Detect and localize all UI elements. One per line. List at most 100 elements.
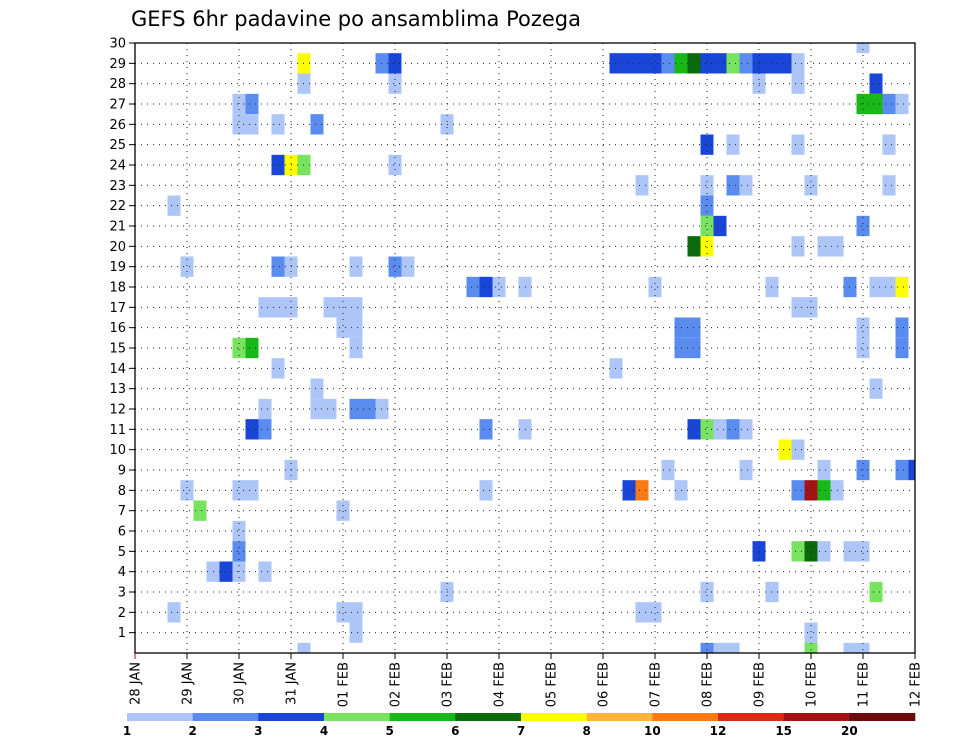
heatmap-cell bbox=[739, 175, 753, 196]
colorbar-swatch bbox=[455, 713, 522, 721]
heatmap-cell bbox=[882, 93, 896, 115]
heatmap-cell bbox=[245, 114, 259, 135]
heatmap-cell bbox=[180, 256, 194, 277]
heatmap-cell bbox=[349, 337, 363, 359]
heatmap-cell bbox=[635, 480, 649, 501]
y-tick-label: 15 bbox=[109, 342, 126, 357]
heatmap-cell bbox=[336, 500, 350, 521]
heatmap-cell bbox=[791, 439, 805, 460]
heatmap-cell bbox=[817, 459, 831, 481]
heatmap-cell bbox=[388, 256, 402, 277]
heatmap-cell bbox=[310, 398, 324, 420]
x-tick-label: 28 JAN bbox=[129, 662, 144, 705]
heatmap-cell bbox=[804, 541, 818, 562]
heatmap-cell bbox=[258, 419, 272, 440]
heatmap-cell bbox=[635, 602, 649, 623]
heatmap-cell bbox=[635, 53, 649, 74]
heatmap-cell bbox=[791, 297, 805, 318]
heatmap-cell bbox=[271, 154, 285, 176]
heatmap-cell bbox=[492, 276, 506, 298]
heatmap-cell bbox=[895, 459, 909, 481]
y-axis: 1234567891011121314151617181920212223242… bbox=[109, 37, 135, 641]
colorbar-swatch bbox=[258, 713, 325, 721]
heatmap-cell bbox=[882, 175, 896, 196]
heatmap-cell bbox=[388, 154, 402, 176]
heatmap-cell bbox=[791, 480, 805, 501]
x-tick-label: 12 FEB bbox=[909, 662, 924, 707]
heatmap-cell bbox=[661, 459, 675, 481]
heatmap-cell bbox=[245, 337, 259, 359]
x-tick-label: 29 JAN bbox=[181, 662, 196, 705]
y-tick-label: 25 bbox=[109, 138, 126, 153]
heatmap-cell bbox=[349, 602, 363, 623]
heatmap-cell bbox=[726, 642, 740, 653]
heatmap-cell bbox=[479, 276, 493, 298]
heatmap-cell bbox=[388, 53, 402, 74]
colorbar-swatch bbox=[783, 713, 850, 721]
y-tick-label: 14 bbox=[109, 362, 126, 377]
heatmap-cell bbox=[869, 73, 883, 94]
heatmap-cell bbox=[479, 480, 493, 501]
heatmap-cell bbox=[804, 175, 818, 196]
heatmap-cell bbox=[778, 439, 792, 460]
heatmap-cell bbox=[310, 378, 324, 399]
heatmap-cell bbox=[336, 317, 350, 338]
y-tick-label: 3 bbox=[118, 586, 126, 601]
x-tick-label: 03 FEB bbox=[441, 662, 456, 707]
y-tick-label: 9 bbox=[118, 464, 126, 479]
heatmap-cell bbox=[700, 236, 714, 257]
colorbar-swatch bbox=[324, 713, 390, 721]
heatmap-cell bbox=[635, 175, 649, 196]
x-tick-label: 06 FEB bbox=[597, 662, 612, 707]
heatmap-cell bbox=[726, 134, 740, 155]
y-tick-label: 11 bbox=[109, 423, 126, 438]
heatmap-cell bbox=[700, 419, 714, 440]
heatmap-cell bbox=[726, 419, 740, 440]
heatmap-cell bbox=[661, 53, 675, 74]
colorbar-swatch bbox=[389, 713, 456, 721]
x-tick-label: 04 FEB bbox=[493, 662, 508, 707]
grid-lines bbox=[135, 42, 915, 653]
heatmap-cell bbox=[648, 602, 662, 623]
heatmap-cell bbox=[882, 276, 896, 298]
y-tick-label: 26 bbox=[109, 118, 126, 133]
heatmap-cell bbox=[869, 93, 883, 115]
heatmap-cell bbox=[791, 236, 805, 257]
heatmap-cell bbox=[700, 53, 714, 74]
heatmap-cell bbox=[856, 215, 870, 237]
heatmap-cell bbox=[817, 480, 831, 501]
heatmap-cell bbox=[349, 622, 363, 643]
heatmap-cell bbox=[700, 642, 714, 653]
colorbar-legend: 1 2 3 4 5 6 7 8 10 12 15 20 bbox=[123, 713, 916, 738]
y-tick-label: 4 bbox=[118, 565, 126, 580]
heatmap-cell bbox=[804, 642, 818, 653]
y-tick-label: 8 bbox=[118, 484, 126, 499]
heatmap-cell bbox=[622, 53, 636, 74]
heatmap-cell bbox=[349, 297, 363, 318]
x-tick-label: 02 FEB bbox=[389, 662, 404, 707]
heatmap-cell bbox=[804, 480, 818, 501]
heatmap-cell bbox=[466, 276, 480, 298]
heatmap-cell bbox=[245, 480, 259, 501]
heatmap-cell bbox=[232, 480, 246, 501]
colorbar-swatch bbox=[192, 713, 259, 721]
y-tick-label: 16 bbox=[109, 321, 126, 336]
heatmap-cell bbox=[726, 175, 740, 196]
colorbar-label: 12 bbox=[710, 724, 727, 738]
y-tick-label: 28 bbox=[109, 77, 126, 92]
heatmap-cell bbox=[843, 642, 857, 653]
colorbar-swatch bbox=[521, 713, 587, 721]
heatmap-cell bbox=[713, 642, 727, 653]
heatmap-cell bbox=[310, 114, 324, 135]
y-tick-label: 1 bbox=[118, 626, 126, 641]
y-tick-label: 24 bbox=[109, 159, 126, 174]
heatmap-cell bbox=[232, 337, 246, 359]
heatmap-cell bbox=[817, 541, 831, 562]
heatmap-cell bbox=[791, 134, 805, 155]
heatmap-cell bbox=[232, 114, 246, 135]
y-tick-label: 18 bbox=[109, 281, 126, 296]
colorbar-label: 7 bbox=[517, 724, 525, 738]
colorbar-label: 20 bbox=[841, 724, 858, 738]
heatmap-cell bbox=[622, 480, 636, 501]
x-tick-label: 05 FEB bbox=[545, 662, 560, 707]
